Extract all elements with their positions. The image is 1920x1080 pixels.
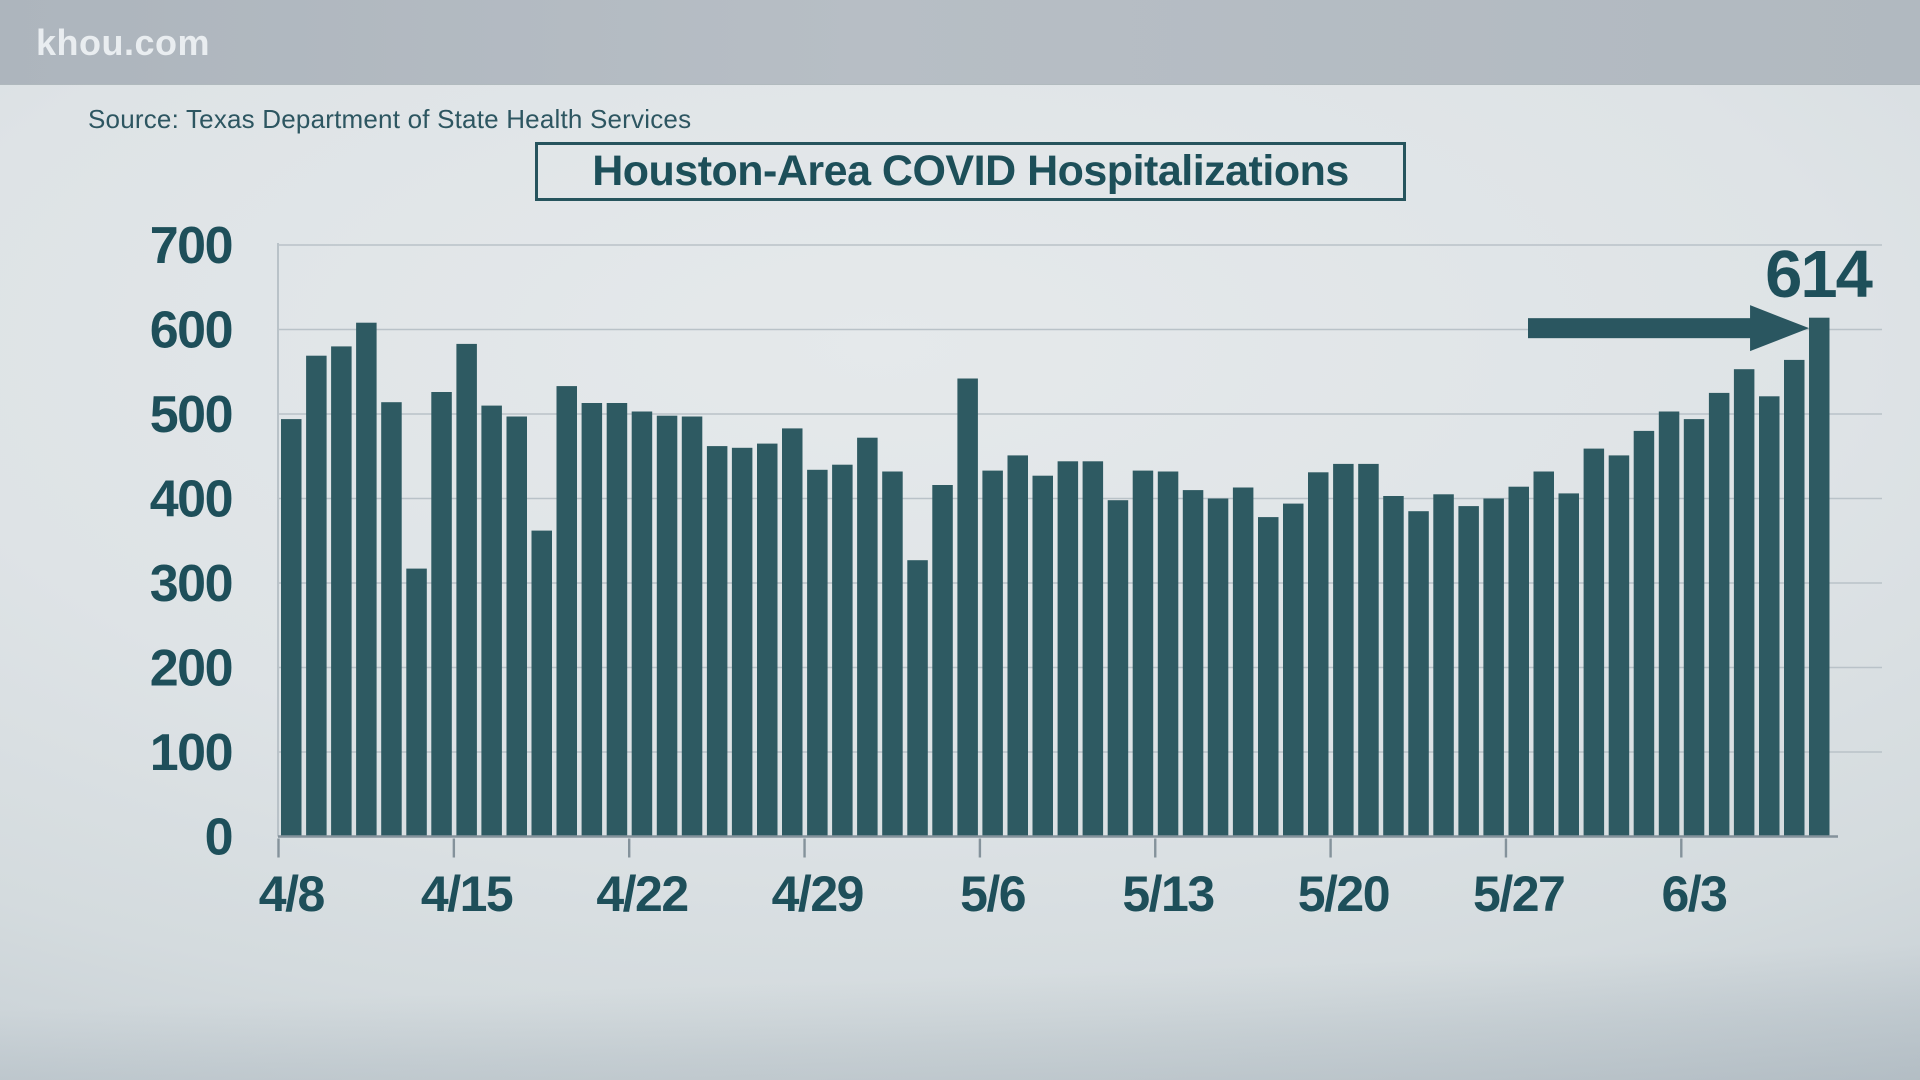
bar-5/24 [1433, 494, 1454, 837]
bar-4/29 [807, 469, 828, 837]
bar-4/17 [506, 416, 527, 837]
bar-5/5 [957, 378, 978, 837]
bar-6/5 [1733, 369, 1755, 837]
x-label-4/8: 4/8 [259, 866, 325, 922]
bar-6/2 [1658, 411, 1680, 837]
bar-6/4 [1708, 392, 1730, 837]
bar-5/27 [1508, 486, 1529, 837]
bar-5/1 [857, 437, 878, 837]
bar-5/26 [1483, 498, 1504, 837]
bar-5/31 [1608, 455, 1630, 837]
chart-title: Houston-Area COVID Hospitalizations [592, 147, 1349, 195]
bar-5/2 [882, 471, 903, 837]
bar-6/1 [1633, 430, 1655, 837]
x-label-4/22: 4/22 [596, 866, 687, 922]
bar-4/23 [656, 415, 678, 837]
khou-logo: khou.com [36, 22, 211, 63]
bar-4/25 [706, 446, 728, 837]
bar-6/7 [1784, 359, 1805, 837]
bar-4/21 [606, 403, 628, 837]
y-label-0: 0 [205, 809, 232, 867]
khou-banner: khou.com [0, 0, 1920, 84]
bar-4/13 [406, 568, 427, 837]
bar-5/6 [982, 470, 1003, 837]
bar-4/10 [331, 346, 352, 837]
bar-5/29 [1558, 493, 1579, 837]
bar-5/19 [1308, 472, 1329, 837]
bar-4/8 [281, 419, 302, 837]
bar-4/28 [782, 428, 803, 837]
annotation-arrow [1528, 305, 1810, 352]
x-label-5/27: 5/27 [1473, 866, 1564, 922]
bar-5/9 [1057, 461, 1079, 837]
y-axis-labels: 0 100 200 300 400 500 600 700 [150, 217, 234, 867]
bar-5/18 [1283, 503, 1304, 837]
bar-4/12 [381, 402, 402, 837]
arrow-head-icon [1750, 305, 1810, 352]
bar-6/6 [1759, 396, 1780, 837]
bar-6/3 [1683, 419, 1705, 837]
bar-5/23 [1408, 511, 1429, 837]
bar-4/27 [757, 443, 778, 837]
y-label-700: 700 [150, 217, 232, 275]
bar-5/30 [1583, 448, 1605, 837]
bar-5/25 [1458, 506, 1479, 837]
x-label-5/20: 5/20 [1298, 866, 1389, 922]
y-label-200: 200 [150, 640, 232, 698]
bar-4/15 [456, 343, 477, 837]
bar-5/22 [1383, 496, 1404, 837]
x-label-4/29: 4/29 [772, 866, 863, 922]
x-label-5/6: 5/6 [960, 866, 1025, 922]
arrow-shaft [1528, 318, 1753, 339]
bar-4/14 [431, 392, 452, 837]
bar-4/16 [481, 405, 502, 837]
bar-4/18 [531, 530, 552, 837]
bar-6/8 [1809, 317, 1830, 837]
x-label-4/15: 4/15 [421, 866, 513, 922]
bar-5/15 [1207, 498, 1229, 837]
bar-4/19 [556, 386, 577, 837]
bar-5/16 [1232, 487, 1254, 837]
bar-5/8 [1032, 475, 1053, 837]
bar-5/4 [932, 485, 953, 837]
chart-title-box: Houston-Area COVID Hospitalizations [535, 142, 1406, 201]
bar-5/21 [1358, 463, 1379, 837]
bar-4/22 [631, 411, 653, 837]
x-label-6/3: 6/3 [1661, 866, 1726, 922]
bar-4/30 [832, 464, 853, 837]
bar-4/20 [581, 403, 603, 837]
bar-4/9 [306, 355, 327, 837]
annotation-value: 614 [1765, 237, 1873, 312]
bar-5/10 [1082, 461, 1104, 837]
bar-5/28 [1533, 471, 1554, 837]
bar-5/20 [1333, 463, 1354, 837]
source-attribution: Source: Texas Department of State Health… [88, 104, 692, 134]
bar-4/11 [356, 322, 377, 837]
y-label-300: 300 [150, 555, 232, 613]
bar-4/24 [681, 416, 703, 837]
bar-5/11 [1107, 500, 1129, 837]
bar-4/26 [731, 447, 753, 837]
y-label-500: 500 [150, 386, 232, 444]
y-label-600: 600 [150, 302, 232, 360]
x-axis-labels: 4/8 4/15 4/22 4/29 5/6 5/13 5/20 5/27 6/3 [259, 866, 1728, 922]
bar-5/13 [1157, 471, 1179, 837]
y-label-400: 400 [150, 471, 232, 529]
x-axis-ticks [277, 838, 1683, 858]
bar-5/3 [907, 560, 928, 837]
bar-5/17 [1258, 517, 1279, 837]
x-label-5/13: 5/13 [1122, 866, 1213, 922]
bars-group [281, 317, 1830, 837]
bar-5/12 [1132, 470, 1154, 837]
bar-5/7 [1007, 455, 1028, 837]
bar-5/14 [1182, 490, 1204, 837]
y-label-100: 100 [150, 724, 232, 782]
